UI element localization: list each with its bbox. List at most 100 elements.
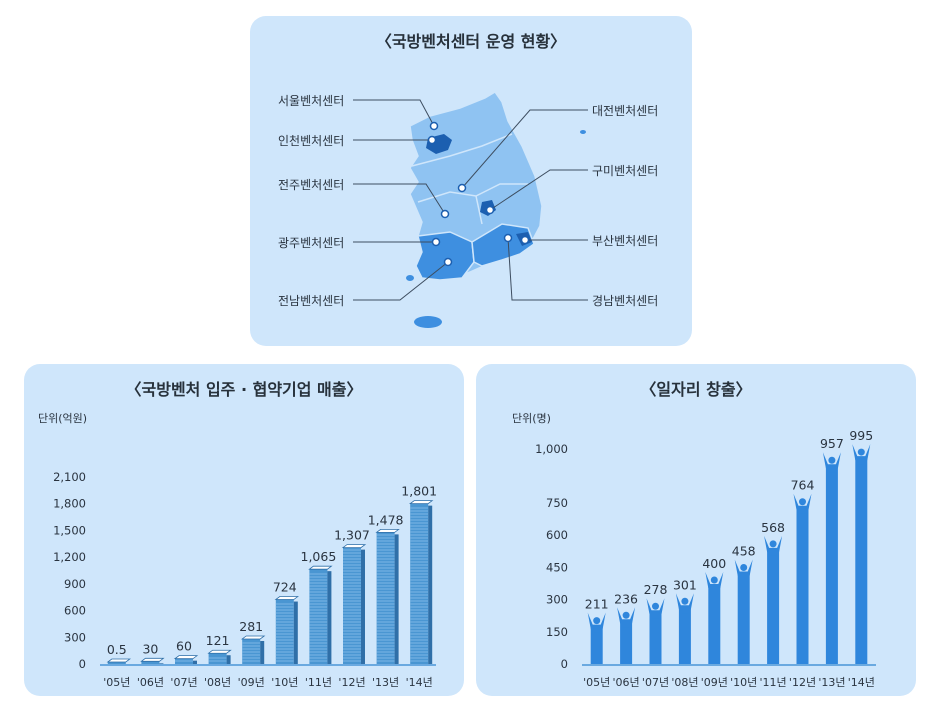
x-tick-label: '06년 bbox=[137, 676, 164, 689]
x-tick-label: '07년 bbox=[170, 676, 197, 689]
bar bbox=[852, 444, 871, 664]
y-tick-label: 150 bbox=[546, 625, 568, 639]
y-tick-label: 750 bbox=[546, 496, 568, 510]
value-label: 0.5 bbox=[107, 642, 127, 657]
label-incheon-center: 인천벤처센터 bbox=[278, 134, 345, 148]
value-label: 1,801 bbox=[401, 484, 437, 499]
center-map-panel: 〈국방벤처센터 운영 현황〉 bbox=[250, 16, 692, 346]
bar-side bbox=[226, 655, 231, 664]
label-busan-center: 부산벤처센터 bbox=[592, 234, 659, 248]
bar-side bbox=[327, 571, 332, 664]
bar-body bbox=[275, 599, 294, 664]
figure-arms bbox=[764, 535, 783, 556]
bar-body bbox=[855, 458, 868, 664]
bar bbox=[106, 658, 132, 664]
label-jeonnam-center: 전남벤처센터 bbox=[278, 294, 345, 308]
y-tick-label: 300 bbox=[546, 593, 568, 607]
bar-body bbox=[620, 621, 633, 664]
x-tick-label: '10년 bbox=[730, 676, 757, 689]
x-tick-label: '09년 bbox=[701, 676, 728, 689]
figure-arms bbox=[587, 612, 606, 633]
map-title: 〈국방벤처센터 운영 현황〉 bbox=[375, 32, 567, 51]
busan-dot bbox=[520, 235, 530, 245]
value-label: 301 bbox=[673, 577, 697, 592]
value-label: 458 bbox=[732, 544, 756, 559]
figure-head bbox=[593, 617, 601, 625]
bar-body bbox=[678, 607, 691, 664]
bar bbox=[646, 598, 665, 664]
figure-head bbox=[740, 564, 748, 572]
bar bbox=[274, 596, 299, 664]
x-tick-label: '09년 bbox=[238, 676, 265, 689]
bar bbox=[734, 559, 753, 664]
x-tick-label: '14년 bbox=[406, 676, 433, 689]
y-tick-label: 900 bbox=[64, 577, 86, 591]
figure-arms bbox=[852, 444, 871, 465]
x-tick-label: '14년 bbox=[848, 676, 875, 689]
value-label: 281 bbox=[239, 619, 263, 634]
figure-head bbox=[652, 602, 659, 610]
label-daejeon-center: 대전벤처센터 bbox=[592, 104, 659, 118]
bar-body bbox=[767, 549, 780, 664]
bar-side bbox=[428, 505, 433, 664]
bar-body bbox=[708, 586, 721, 664]
y-tick-label: 2,100 bbox=[53, 470, 86, 484]
value-label: 1,307 bbox=[334, 528, 370, 543]
y-unit-label: 단위(명) bbox=[512, 412, 551, 425]
y-tick-label: 1,200 bbox=[53, 550, 86, 564]
value-label: 995 bbox=[849, 428, 873, 443]
bar-body bbox=[141, 661, 160, 664]
bar bbox=[207, 649, 232, 664]
x-tick-label: '08년 bbox=[671, 676, 698, 689]
label-gyeongnam-center: 경남벤처센터 bbox=[592, 294, 659, 308]
jeonju-dot bbox=[440, 209, 450, 219]
bar bbox=[308, 565, 333, 664]
bar-body bbox=[796, 507, 809, 664]
figure-arms bbox=[705, 572, 724, 592]
x-tick-label: '06년 bbox=[613, 676, 640, 689]
bar bbox=[240, 635, 266, 664]
daejeon-dot bbox=[457, 183, 467, 193]
y-tick-label: 600 bbox=[64, 604, 86, 618]
y-tick-label: 1,000 bbox=[535, 442, 568, 456]
figure-head bbox=[857, 448, 865, 456]
bar-top bbox=[173, 655, 199, 660]
label-seoul-center: 서울벤처센터 bbox=[278, 94, 345, 108]
jobs-chart: 단위(명) 0 150 300 450 600 750 1,000 211 '05년 236 '06년… bbox=[512, 412, 876, 689]
sales-chart-panel: 〈국방벤처 입주 · 협약기업 매출〉 단위(억원) 0 300 600 900 1,20… bbox=[24, 364, 464, 696]
value-label: 211 bbox=[585, 597, 609, 612]
bar-top bbox=[274, 596, 299, 600]
bar bbox=[409, 500, 434, 664]
bar-side bbox=[394, 534, 399, 664]
value-label: 724 bbox=[273, 580, 297, 595]
bar-body bbox=[825, 466, 838, 664]
bar bbox=[705, 572, 724, 664]
bar bbox=[587, 612, 606, 664]
y-tick-label: 300 bbox=[64, 630, 86, 644]
bar-top bbox=[409, 500, 434, 505]
figure-head bbox=[710, 576, 718, 584]
value-label: 400 bbox=[702, 556, 726, 571]
figure-arms bbox=[822, 452, 841, 473]
bar-side bbox=[193, 660, 197, 664]
value-label: 236 bbox=[614, 591, 638, 606]
value-label: 1,478 bbox=[368, 512, 404, 527]
value-label: 30 bbox=[142, 641, 158, 656]
value-label: 60 bbox=[176, 639, 192, 654]
figure-head bbox=[622, 611, 630, 619]
bar-body bbox=[590, 626, 603, 664]
value-label: 764 bbox=[791, 478, 815, 493]
figure-arms bbox=[675, 593, 694, 614]
label-jeonju-center: 전주벤처센터 bbox=[278, 178, 345, 192]
bar-side bbox=[159, 663, 164, 664]
gwangju-dot bbox=[431, 237, 441, 247]
bar bbox=[617, 607, 636, 664]
x-tick-label: '11년 bbox=[760, 676, 787, 689]
bar-body bbox=[208, 653, 227, 664]
sales-chart-title: 〈국방벤처 입주 · 협약기업 매출〉 bbox=[125, 380, 363, 399]
figure-head bbox=[681, 597, 689, 605]
figure-arms bbox=[793, 493, 812, 514]
y-tick-label: 1,800 bbox=[53, 497, 86, 511]
y-tick-label: 450 bbox=[546, 560, 568, 574]
y-tick-label: 0 bbox=[79, 657, 86, 671]
